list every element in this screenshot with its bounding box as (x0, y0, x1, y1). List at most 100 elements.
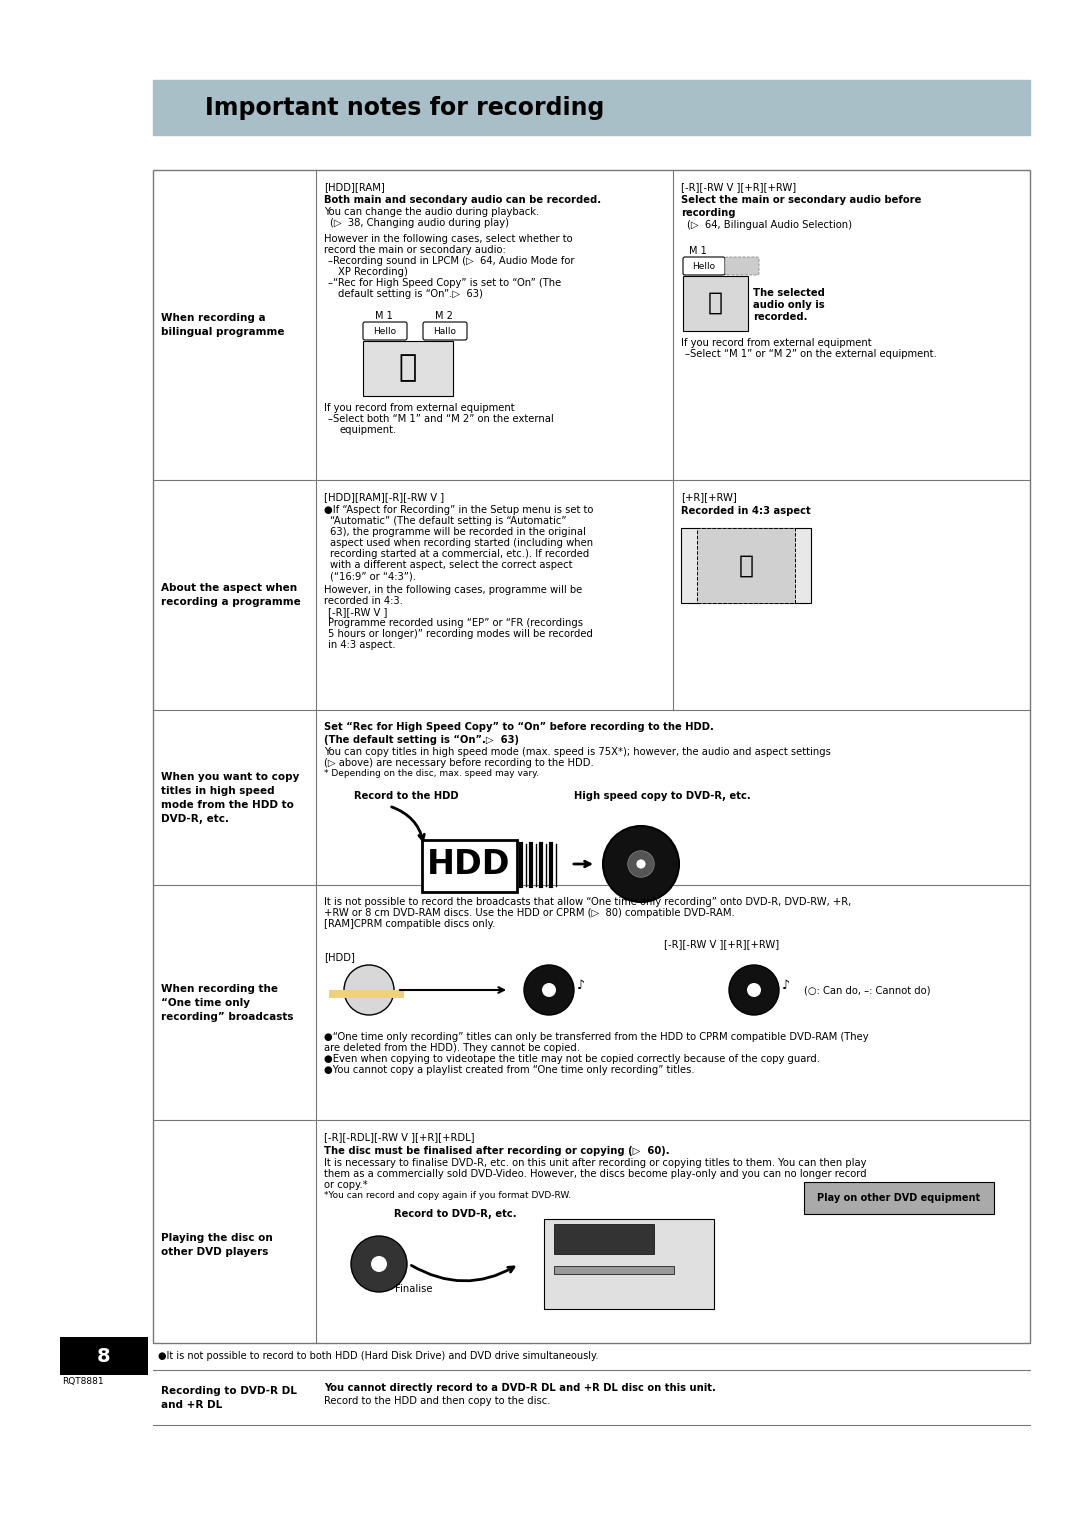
Text: Recording to DVD-R DL
and +R DL: Recording to DVD-R DL and +R DL (161, 1386, 297, 1409)
Text: Record to DVD-R, etc.: Record to DVD-R, etc. (394, 1209, 516, 1219)
Text: Set “Rec for High Speed Copy” to “On” before recording to the HDD.: Set “Rec for High Speed Copy” to “On” be… (324, 723, 714, 732)
Text: Both main and secondary audio can be recorded.: Both main and secondary audio can be rec… (324, 196, 602, 205)
Text: You cannot directly record to a DVD-R DL and +R DL disc on this unit.: You cannot directly record to a DVD-R DL… (324, 1383, 716, 1394)
Text: *You can record and copy again if you format DVD-RW.: *You can record and copy again if you fo… (324, 1190, 571, 1199)
Text: Playing the disc on
other DVD players: Playing the disc on other DVD players (161, 1233, 273, 1258)
Text: are deleted from the HDD). They cannot be copied.: are deleted from the HDD). They cannot b… (324, 1044, 580, 1053)
Text: or copy.*: or copy.* (324, 1180, 368, 1190)
Text: [RAM]CPRM compatible discs only.: [RAM]CPRM compatible discs only. (324, 918, 496, 929)
Text: Important notes for recording: Important notes for recording (205, 96, 605, 119)
Text: RQT8881: RQT8881 (62, 1377, 104, 1386)
Text: You can copy titles in high speed mode (max. speed is 75X*); however, the audio : You can copy titles in high speed mode (… (324, 747, 831, 756)
Text: with a different aspect, select the correct aspect: with a different aspect, select the corr… (330, 559, 572, 570)
Text: Hello: Hello (692, 261, 716, 270)
Text: ♪: ♪ (577, 978, 585, 992)
Text: When recording the
“One time only
recording” broadcasts: When recording the “One time only record… (161, 984, 294, 1022)
Circle shape (627, 851, 654, 877)
Text: Record to the HDD: Record to the HDD (354, 792, 459, 801)
Bar (153, 79, 1030, 134)
Text: When recording a
bilingual programme: When recording a bilingual programme (161, 313, 284, 338)
Text: 8: 8 (97, 1346, 111, 1366)
Bar (804, 1183, 994, 1215)
Text: recorded in 4:3.: recorded in 4:3. (324, 596, 403, 607)
Circle shape (372, 1256, 387, 1271)
Circle shape (603, 827, 679, 902)
Text: You can change the audio during playback.: You can change the audio during playback… (324, 206, 539, 217)
FancyBboxPatch shape (363, 322, 407, 341)
Text: “Automatic” (The default setting is “Automatic”: “Automatic” (The default setting is “Aut… (330, 516, 567, 526)
Text: 👤: 👤 (707, 290, 723, 315)
Text: [HDD]: [HDD] (324, 952, 355, 963)
FancyBboxPatch shape (683, 257, 725, 275)
Text: [-R][-RW V ][+R][+RW]: [-R][-RW V ][+R][+RW] (681, 182, 796, 193)
Text: The disc must be finalised after recording or copying (▷  60).: The disc must be finalised after recordi… (324, 1146, 670, 1157)
Text: Select the main or secondary audio before: Select the main or secondary audio befor… (681, 196, 921, 205)
Text: M 1: M 1 (375, 312, 393, 321)
Text: [-R][-RW V ]: [-R][-RW V ] (328, 607, 388, 617)
Bar (698, 529, 795, 604)
Text: About the aspect when
recording a programme: About the aspect when recording a progra… (161, 584, 300, 607)
Text: (“16:9” or “4:3”).: (“16:9” or “4:3”). (330, 571, 416, 581)
Text: (▷  64, Bilingual Audio Selection): (▷ 64, Bilingual Audio Selection) (687, 220, 852, 231)
Circle shape (729, 966, 779, 1015)
Text: Finalise: Finalise (395, 1284, 433, 1294)
Text: [-R][-RW V ][+R][+RW]: [-R][-RW V ][+R][+RW] (664, 940, 779, 949)
Bar (554, 1267, 674, 1274)
Text: The selected: The selected (753, 287, 825, 298)
Bar (544, 1219, 714, 1309)
Text: However, in the following cases, programme will be: However, in the following cases, program… (324, 585, 582, 594)
Text: (○: Can do, –: Cannot do): (○: Can do, –: Cannot do) (804, 986, 931, 995)
Text: aspect used when recording started (including when: aspect used when recording started (incl… (330, 538, 593, 549)
Bar (153, 170, 1030, 1343)
Text: Programme recorded using “EP” or “FR (recordings: Programme recorded using “EP” or “FR (re… (328, 617, 583, 628)
Circle shape (351, 1236, 407, 1293)
Circle shape (542, 983, 556, 996)
Text: [HDD][RAM][-R][-RW V ]: [HDD][RAM][-R][-RW V ] (324, 492, 444, 503)
Bar (60, 1337, 148, 1375)
FancyBboxPatch shape (423, 322, 467, 341)
Text: Hallo: Hallo (433, 327, 457, 336)
Text: M 1: M 1 (689, 246, 706, 257)
Text: ♪: ♪ (782, 978, 789, 992)
Text: M 2: M 2 (435, 312, 453, 321)
Text: [+R][+RW]: [+R][+RW] (681, 492, 737, 503)
Text: recording: recording (681, 208, 735, 219)
Text: equipment.: equipment. (340, 425, 397, 435)
Text: (▷ above) are necessary before recording to the HDD.: (▷ above) are necessary before recording… (324, 758, 594, 769)
Text: default setting is “On”.▷  63): default setting is “On”.▷ 63) (338, 289, 483, 299)
Text: [HDD][RAM]: [HDD][RAM] (324, 182, 384, 193)
Text: If you record from external equipment: If you record from external equipment (681, 338, 872, 348)
Text: ●Even when copying to videotape the title may not be copied correctly because of: ●Even when copying to videotape the titl… (324, 1054, 820, 1063)
Text: It is not possible to record the broadcasts that allow “One time only recording”: It is not possible to record the broadca… (324, 897, 851, 908)
Text: * Depending on the disc, max. speed may vary.: * Depending on the disc, max. speed may … (324, 769, 539, 778)
Text: –“Rec for High Speed Copy” is set to “On” (The: –“Rec for High Speed Copy” is set to “On… (328, 278, 562, 287)
Text: Record to the HDD and then copy to the disc.: Record to the HDD and then copy to the d… (324, 1397, 551, 1406)
Text: in 4:3 aspect.: in 4:3 aspect. (328, 640, 395, 649)
Text: –Recording sound in LPCM (▷  64, Audio Mode for: –Recording sound in LPCM (▷ 64, Audio Mo… (328, 257, 575, 266)
Text: 🧑: 🧑 (739, 553, 754, 578)
Bar (554, 1224, 654, 1254)
Text: (▷  38, Changing audio during play): (▷ 38, Changing audio during play) (330, 219, 509, 228)
Bar (363, 341, 453, 396)
Circle shape (747, 983, 761, 996)
Bar (422, 840, 517, 892)
Text: Recorded in 4:3 aspect: Recorded in 4:3 aspect (681, 506, 811, 516)
Text: ●If “Aspect for Recording” in the Setup menu is set to: ●If “Aspect for Recording” in the Setup … (324, 504, 593, 515)
Text: record the main or secondary audio:: record the main or secondary audio: (324, 244, 505, 255)
Text: recorded.: recorded. (753, 312, 808, 322)
Text: 👥: 👥 (399, 353, 417, 382)
Text: ●“One time only recording” titles can only be transferred from the HDD to CPRM c: ●“One time only recording” titles can on… (324, 1031, 868, 1042)
Text: (The default setting is “On”.▷  63): (The default setting is “On”.▷ 63) (324, 735, 519, 746)
Text: –Select “M 1” or “M 2” on the external equipment.: –Select “M 1” or “M 2” on the external e… (685, 348, 936, 359)
Text: –Select both “M 1” and “M 2” on the external: –Select both “M 1” and “M 2” on the exte… (328, 414, 554, 423)
Bar (329, 990, 404, 998)
Text: HDD: HDD (428, 848, 511, 880)
Text: +RW or 8 cm DVD-RAM discs. Use the HDD or CPRM (▷  80) compatible DVD-RAM.: +RW or 8 cm DVD-RAM discs. Use the HDD o… (324, 908, 734, 918)
Circle shape (524, 966, 573, 1015)
Text: High speed copy to DVD-R, etc.: High speed copy to DVD-R, etc. (573, 792, 751, 801)
Text: It is necessary to finalise DVD-R, etc. on this unit after recording or copying : It is necessary to finalise DVD-R, etc. … (324, 1158, 866, 1167)
Bar (683, 277, 748, 332)
Circle shape (345, 966, 394, 1015)
FancyBboxPatch shape (725, 257, 759, 275)
Circle shape (636, 859, 646, 868)
